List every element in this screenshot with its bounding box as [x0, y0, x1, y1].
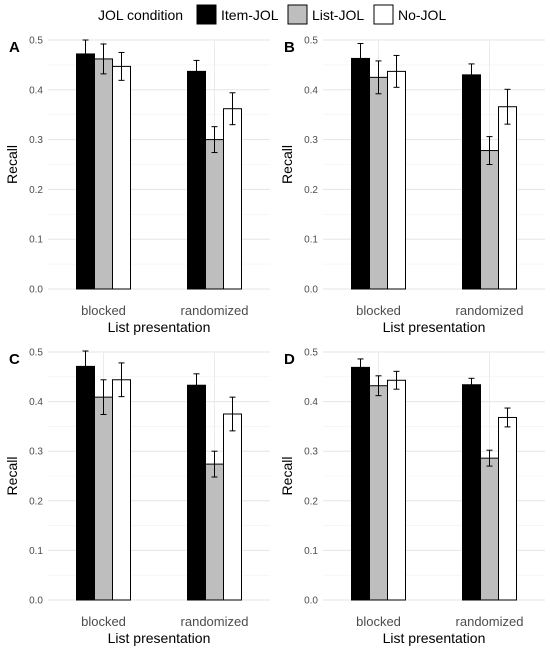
- x-axis-title: List presentation: [108, 630, 211, 646]
- y-tick-label: 0.5: [304, 36, 318, 47]
- panel-d: 0.0 0.1 0.2 0.3 0.4 0.5 blocked randomizedList …: [279, 348, 545, 646]
- bar-no-jol-blocked: [387, 379, 406, 601]
- y-tick-label: 0.5: [29, 36, 43, 47]
- bar-list-jol-randomized: [480, 457, 499, 601]
- y-tick-label: 0.2: [29, 185, 43, 196]
- bar-item-jol-randomized: [187, 70, 206, 290]
- y-tick-label: 0.1: [304, 546, 318, 557]
- bar-item-jol-randomized: [462, 384, 481, 601]
- bar-list-jol-randomized: [205, 139, 224, 290]
- bar-no-jol-randomized: [223, 413, 242, 601]
- x-axis-title: List presentation: [383, 630, 486, 646]
- legend-label-item-jol: Item-JOL: [221, 7, 279, 23]
- y-tick-label: 0.5: [304, 348, 318, 359]
- x-axis-title: List presentation: [108, 319, 211, 335]
- legend-label-no-jol: No-JOL: [398, 7, 446, 23]
- y-tick-label: 0.4: [29, 397, 43, 408]
- panel-letter: C: [9, 351, 20, 368]
- x-tick-label-randomized: randomized: [456, 614, 524, 629]
- y-axis-title: Recall: [4, 145, 20, 184]
- y-tick-label: 0.5: [29, 348, 43, 359]
- legend: JOL condition Item-JOL List-JOL No-JOL: [98, 4, 446, 25]
- y-tick-label: 0.4: [304, 397, 318, 408]
- panel-a: 0.0 0.1 0.2 0.3 0.4 0.5 blocked randomizedList …: [4, 36, 270, 335]
- bar-no-jol-blocked: [112, 379, 131, 601]
- x-tick-label-randomized: randomized: [181, 614, 249, 629]
- x-axis-title: List presentation: [383, 319, 486, 335]
- panel-letter: B: [284, 39, 295, 56]
- bar-item-jol-blocked: [76, 365, 95, 601]
- bar-list-jol-randomized: [205, 463, 224, 601]
- y-tick-label: 0.0: [304, 596, 318, 607]
- y-tick-label: 0.3: [304, 447, 318, 458]
- bar-item-jol-blocked: [351, 57, 370, 290]
- bar-no-jol-randomized: [223, 108, 242, 290]
- y-tick-label: 0.4: [29, 85, 43, 96]
- legend-title: JOL condition: [98, 7, 183, 23]
- x-tick-label-randomized: randomized: [181, 303, 249, 318]
- y-tick-label: 0.2: [29, 496, 43, 507]
- y-tick-label: 0.3: [304, 135, 318, 146]
- panel-b: 0.0 0.1 0.2 0.3 0.4 0.5 blocked randomizedList …: [279, 36, 545, 335]
- y-tick-label: 0.3: [29, 447, 43, 458]
- bar-item-jol-blocked: [351, 366, 370, 601]
- bar-list-jol-randomized: [480, 150, 499, 290]
- bar-list-jol-blocked: [94, 396, 113, 601]
- x-tick-label-blocked: blocked: [81, 303, 126, 318]
- x-tick-label-randomized: randomized: [456, 303, 524, 318]
- panel-letter: A: [9, 39, 20, 56]
- bar-no-jol-randomized: [498, 416, 517, 601]
- y-tick-label: 0.1: [29, 546, 43, 557]
- bar-list-jol-blocked: [369, 385, 388, 601]
- y-tick-label: 0.2: [304, 496, 318, 507]
- legend-swatch-no-jol: [373, 4, 394, 25]
- y-axis-title: Recall: [279, 457, 295, 496]
- y-axis-title: Recall: [4, 457, 20, 496]
- panel-letter: D: [284, 351, 295, 368]
- legend-label-list-jol: List-JOL: [312, 7, 364, 23]
- bar-no-jol-blocked: [387, 70, 406, 290]
- y-tick-label: 0.2: [304, 185, 318, 196]
- bar-item-jol-blocked: [76, 53, 95, 290]
- bar-no-jol-blocked: [112, 65, 131, 290]
- y-tick-label: 0.4: [304, 85, 318, 96]
- panel-c: 0.0 0.1 0.2 0.3 0.4 0.5 blocked randomizedList …: [4, 348, 270, 646]
- y-tick-label: 0.3: [29, 135, 43, 146]
- x-tick-label-blocked: blocked: [81, 614, 126, 629]
- x-tick-label-blocked: blocked: [356, 303, 401, 318]
- bar-list-jol-blocked: [369, 76, 388, 290]
- y-tick-label: 0.1: [304, 235, 318, 246]
- y-tick-label: 0.0: [304, 285, 318, 296]
- y-tick-label: 0.0: [29, 596, 43, 607]
- y-tick-label: 0.0: [29, 285, 43, 296]
- bar-no-jol-randomized: [498, 106, 517, 290]
- legend-swatch-list-jol: [287, 4, 308, 25]
- bar-item-jol-randomized: [187, 384, 206, 601]
- x-tick-label-blocked: blocked: [356, 614, 401, 629]
- bar-list-jol-blocked: [94, 58, 113, 290]
- y-axis-title: Recall: [279, 145, 295, 184]
- legend-swatch-item-jol: [196, 4, 217, 25]
- bar-item-jol-randomized: [462, 74, 481, 290]
- y-tick-label: 0.1: [29, 235, 43, 246]
